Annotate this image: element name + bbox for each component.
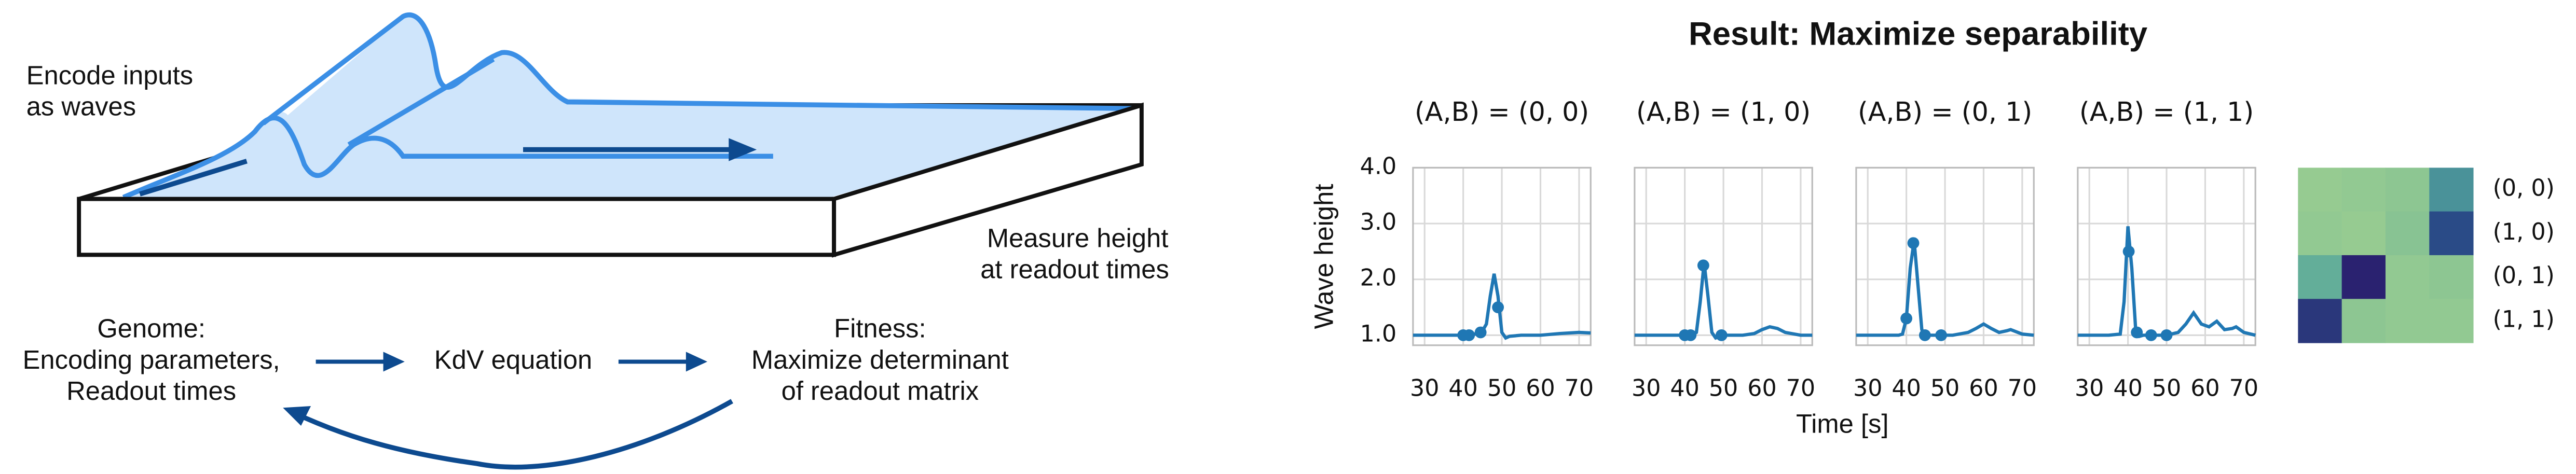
row-label: (1, 1)	[2493, 306, 2555, 333]
arrow-head	[283, 406, 311, 426]
measure-label: at readout times	[980, 254, 1169, 284]
slab-front	[77, 197, 837, 257]
readout-point	[1474, 326, 1487, 339]
x-tick-label: 50	[1709, 375, 1738, 401]
measure-label: Measure height	[987, 223, 1169, 253]
row-label: (0, 0)	[2493, 175, 2555, 202]
x-tick-label: 60	[2190, 375, 2219, 401]
wave-ridge	[347, 57, 495, 147]
x-tick-label: 40	[1448, 375, 1477, 401]
readout-point	[2145, 329, 2157, 341]
readout-point	[1907, 237, 1920, 249]
heatmap-cell	[2385, 168, 2430, 212]
x-tick-label: 70	[1565, 375, 1594, 401]
heatmap-cell	[2385, 299, 2430, 343]
heatmap-cell	[2341, 299, 2386, 343]
x-tick-label: 70	[1786, 375, 1815, 401]
row-label: (0, 1)	[2493, 262, 2555, 289]
y-axis-label: Wave height	[1309, 184, 1338, 329]
heatmap-cell	[2385, 211, 2430, 256]
genome-label: Readout times	[66, 376, 236, 406]
heatmap-cell	[2341, 255, 2386, 300]
heatmap-cell	[2429, 255, 2474, 300]
panel-title: (A,B) = (0, 1)	[1858, 96, 2032, 127]
x-tick-label: 30	[2075, 375, 2104, 401]
y-tick-label: 3.0	[1360, 209, 1397, 235]
slab-side	[832, 102, 1144, 258]
feedback-arrow	[303, 399, 733, 470]
axes-frame	[1855, 166, 2035, 346]
slab-diagram	[77, 12, 1144, 258]
flow-arrows	[283, 352, 733, 470]
heatmap-cell	[2341, 211, 2386, 256]
arrow-head	[729, 138, 757, 161]
heatmap-cell	[2298, 299, 2342, 343]
x-tick-label: 70	[2229, 375, 2258, 401]
readout-point	[1900, 312, 1913, 325]
encode-label: Encode inputs	[26, 60, 193, 90]
fitness-label: of readout matrix	[782, 376, 979, 406]
panel-title: (A,B) = (1, 0)	[1636, 96, 1811, 127]
genome-label: Encoding parameters,	[23, 345, 280, 374]
readout-point	[1492, 301, 1504, 313]
arrow-head	[686, 352, 708, 372]
axes-frame	[1634, 166, 1813, 346]
x-tick-label: 50	[1930, 375, 1960, 401]
encode-label: as waves	[26, 92, 136, 121]
x-tick-label: 30	[1410, 375, 1439, 401]
readout-point	[1935, 329, 1948, 341]
heatmap-cell	[2341, 168, 2386, 212]
heatmap-cell	[2429, 299, 2474, 343]
readout-point	[2122, 245, 2135, 258]
readout-point	[1919, 329, 1931, 341]
arrow-head	[383, 352, 405, 372]
heatmap-cell	[2298, 255, 2342, 300]
x-tick-label: 50	[2152, 375, 2181, 401]
readout-point	[1715, 329, 1728, 341]
heatmap-cell	[2429, 211, 2474, 256]
wave-edge	[139, 159, 248, 197]
x-tick-label: 60	[1969, 375, 1998, 401]
readout-point	[1684, 329, 1697, 341]
wave-front	[122, 115, 773, 200]
x-tick-label: 40	[2113, 375, 2142, 401]
heatmap-cell	[2298, 211, 2342, 256]
y-tick-label: 2.0	[1360, 265, 1397, 291]
axes-frame	[2077, 166, 2256, 346]
x-tick-label: 60	[1747, 375, 1776, 401]
wave-fill	[123, 15, 1135, 198]
readout-point	[2160, 329, 2173, 341]
x-tick-label: 30	[1632, 375, 1661, 401]
heatmap-cell	[2298, 168, 2342, 212]
genome-label: Genome:	[97, 314, 205, 343]
heatmap-cell	[2385, 255, 2430, 300]
row-label: (1, 0)	[2493, 219, 2555, 245]
axes-frame	[1412, 166, 1592, 346]
y-tick-label: 4.0	[1360, 153, 1397, 179]
x-tick-label: 30	[1853, 375, 1882, 401]
panel-title: (A,B) = (0, 0)	[1415, 96, 1589, 127]
fitness-label: Maximize determinant	[751, 345, 1009, 374]
fitness-label: Fitness:	[834, 314, 926, 343]
x-tick-label: 60	[1526, 375, 1555, 401]
x-tick-label: 70	[2008, 375, 2037, 401]
readout-point	[1697, 259, 1709, 272]
x-axis-label: Time [s]	[1796, 409, 1888, 438]
readout-point	[1463, 329, 1475, 341]
heatmap-cell	[2429, 168, 2474, 212]
figure-title: Result: Maximize separability	[1689, 16, 2147, 52]
x-tick-label: 50	[1487, 375, 1516, 401]
x-tick-label: 40	[1892, 375, 1921, 401]
x-tick-label: 40	[1670, 375, 1699, 401]
readout-point	[2131, 326, 2143, 339]
panel-title: (A,B) = (1, 1)	[2079, 96, 2254, 127]
equation-label: KdV equation	[434, 345, 592, 374]
y-tick-label: 1.0	[1360, 320, 1397, 347]
